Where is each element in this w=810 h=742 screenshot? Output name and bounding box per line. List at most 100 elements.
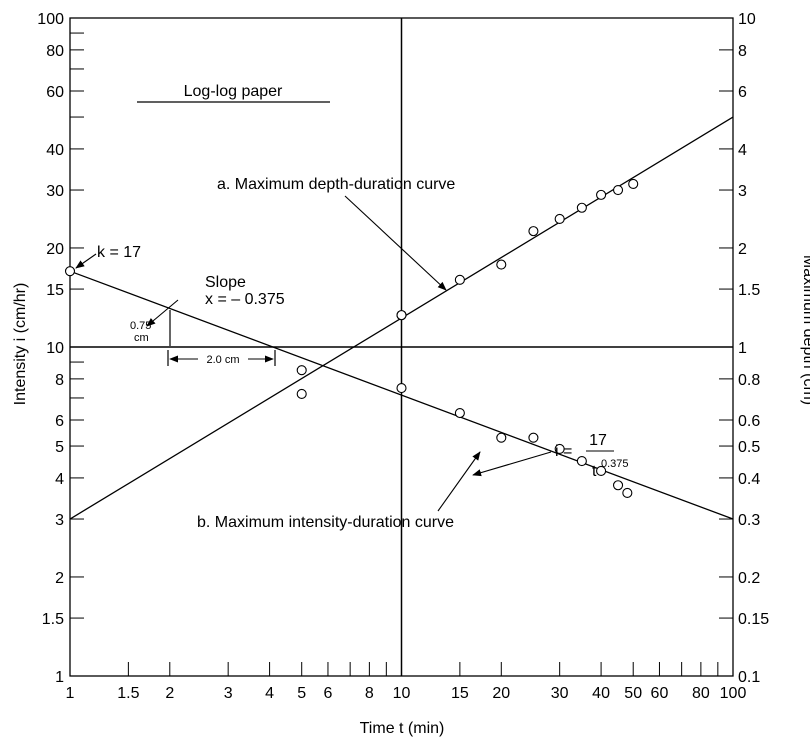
intensity-data-point bbox=[296, 388, 307, 399]
right-y-tick-label: 0.6 bbox=[738, 413, 760, 430]
left-y-tick-label: 5 bbox=[55, 439, 64, 456]
curve-b-label: b. Maximum intensity-duration curve bbox=[197, 514, 454, 531]
right-y-tick-label: 0.8 bbox=[738, 372, 760, 389]
left-y-tick-label: 60 bbox=[46, 84, 64, 101]
left-y-tick-label: 3 bbox=[55, 512, 64, 529]
annotation-arrows bbox=[75, 101, 614, 512]
intensity-data-point bbox=[296, 365, 307, 376]
left-y-tick-label: 4 bbox=[55, 471, 64, 488]
intensity-data-point bbox=[454, 407, 465, 419]
left-y-tick-label: 8 bbox=[55, 372, 64, 389]
x-tick-label: 20 bbox=[492, 685, 510, 702]
intensity-data-point bbox=[496, 432, 507, 443]
x-tick-label: 8 bbox=[365, 685, 374, 702]
x-tick-label: 60 bbox=[651, 685, 669, 702]
right-y-axis-tick-labels: 0.1 0.15 0.2 0.3 0.4 0.5 0.6 0.8 1 1.5 2 3 4 6 8 10 bbox=[738, 11, 769, 686]
right-y-tick-label: 2 bbox=[738, 241, 747, 258]
k-label-arrow bbox=[75, 253, 97, 269]
left-y-axis-tick-labels: 1 1.5 2 3 4 5 6 8 10 15 20 30 40 60 80 100 bbox=[37, 11, 64, 686]
right-y-tick-label: 3 bbox=[738, 183, 747, 200]
x-tick-label: 50 bbox=[624, 685, 642, 702]
x-tick-label: 40 bbox=[592, 685, 610, 702]
x-tick-label: 3 bbox=[224, 685, 233, 702]
left-y-tick-label: 40 bbox=[46, 142, 64, 159]
equation-numerator: 17 bbox=[589, 432, 607, 449]
left-y-tick-label: 2 bbox=[55, 570, 64, 587]
right-y-tick-label: 8 bbox=[738, 43, 747, 60]
intensity-data-point bbox=[528, 432, 539, 443]
depth-data-point bbox=[528, 226, 539, 237]
x-tick-label: 5 bbox=[297, 685, 306, 702]
rise-unit-label: cm bbox=[134, 332, 149, 344]
depth-data-point bbox=[454, 274, 465, 285]
right-y-tick-label: 4 bbox=[738, 142, 747, 159]
series-points bbox=[64, 178, 639, 499]
right-y-tick-label: 0.15 bbox=[738, 611, 769, 628]
left-y-tick-label: 100 bbox=[37, 11, 64, 28]
intensity-data-point bbox=[64, 266, 76, 277]
right-y-tick-label: 1.5 bbox=[738, 282, 760, 299]
equation-exponent: 0.375 bbox=[601, 458, 629, 470]
depth-data-point bbox=[628, 178, 639, 190]
right-y-tick-label: 0.1 bbox=[738, 669, 760, 686]
x-tick-label: 1.5 bbox=[117, 685, 139, 702]
intensity-data-point bbox=[396, 383, 407, 394]
paper-type-label: Log-log paper bbox=[184, 83, 283, 100]
x-axis-tick-labels: 1 1.5 2 3 4 5 6 8 10 15 20 30 40 50 60 80 100 bbox=[66, 685, 747, 702]
x-tick-label: 6 bbox=[324, 685, 333, 702]
right-y-tick-label: 6 bbox=[738, 84, 747, 101]
reference-lines bbox=[70, 18, 733, 676]
right-y-axis-title: Maximum depth (cm) bbox=[800, 255, 810, 405]
slope-label: Slope bbox=[205, 274, 246, 291]
run-label: 2.0 cm bbox=[206, 354, 239, 366]
x-axis-title: Time t (min) bbox=[360, 720, 445, 737]
slope-value-label: x = – 0.375 bbox=[205, 291, 285, 308]
left-y-tick-label: 1 bbox=[55, 669, 64, 686]
left-y-tick-label: 1.5 bbox=[42, 611, 64, 628]
left-y-tick-label: 6 bbox=[55, 413, 64, 430]
x-tick-label: 30 bbox=[551, 685, 569, 702]
right-y-tick-label: 0.3 bbox=[738, 512, 760, 529]
intensity-data-point bbox=[596, 465, 607, 477]
k-label: k = 17 bbox=[97, 244, 141, 261]
left-y-tick-label: 10 bbox=[46, 340, 64, 357]
equation-arrow bbox=[472, 451, 552, 477]
right-y-tick-label: 1 bbox=[738, 340, 747, 357]
x-tick-label: 4 bbox=[265, 685, 274, 702]
depth-data-point bbox=[496, 259, 507, 270]
curve-b-arrow bbox=[437, 451, 481, 512]
right-y-tick-label: 0.2 bbox=[738, 570, 760, 587]
right-y-tick-label: 0.4 bbox=[738, 471, 760, 488]
x-tick-label: 80 bbox=[692, 685, 710, 702]
intensity-data-point bbox=[622, 487, 633, 499]
x-tick-label: 1 bbox=[66, 685, 75, 702]
depth-data-point bbox=[612, 184, 624, 196]
left-y-tick-label: 15 bbox=[46, 282, 64, 299]
x-tick-label: 100 bbox=[720, 685, 747, 702]
rise-label: 0.75 bbox=[130, 320, 151, 332]
intensity-duration-line bbox=[69, 270, 734, 520]
x-tick-label: 2 bbox=[165, 685, 174, 702]
left-y-axis-title: Intensity i (cm/hr) bbox=[12, 283, 29, 406]
depth-data-point bbox=[576, 202, 587, 213]
equation-lhs: i = bbox=[555, 443, 572, 460]
right-y-tick-label: 0.5 bbox=[738, 439, 760, 456]
intensity-data-point bbox=[396, 310, 407, 321]
right-y-tick-label: 10 bbox=[738, 11, 756, 28]
left-y-tick-label: 20 bbox=[46, 241, 64, 258]
intensity-data-point bbox=[554, 443, 565, 454]
axis-ticks bbox=[69, 17, 734, 677]
depth-data-point bbox=[554, 213, 565, 225]
left-y-tick-label: 30 bbox=[46, 183, 64, 200]
intensity-data-point bbox=[612, 480, 624, 491]
equation-denominator: t bbox=[592, 463, 597, 480]
left-y-tick-label: 80 bbox=[46, 43, 64, 60]
x-tick-label: 10 bbox=[393, 685, 411, 702]
x-tick-label: 15 bbox=[451, 685, 469, 702]
curve-a-arrow bbox=[344, 195, 447, 291]
intensity-data-point bbox=[576, 456, 587, 467]
slope-label-arrow bbox=[146, 299, 179, 327]
curve-a-label: a. Maximum depth-duration curve bbox=[217, 176, 455, 193]
depth-data-point bbox=[596, 189, 607, 200]
